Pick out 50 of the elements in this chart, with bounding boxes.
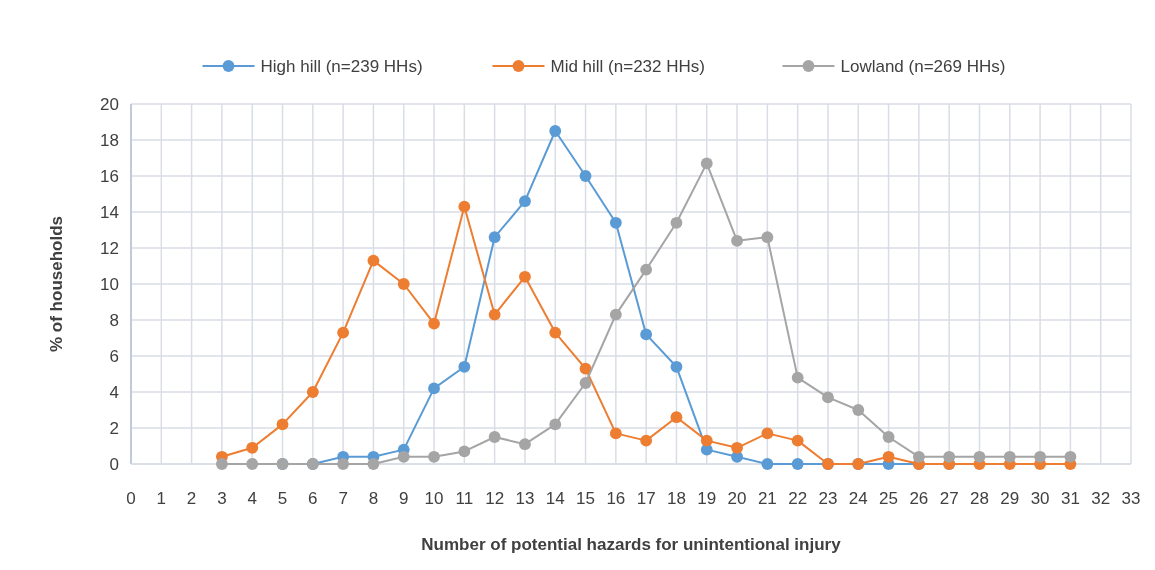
x-tick-label: 6 bbox=[308, 489, 318, 508]
y-tick-label: 2 bbox=[109, 418, 119, 438]
x-tick-label: 22 bbox=[788, 489, 808, 508]
x-tick-label: 30 bbox=[1030, 489, 1050, 508]
x-tick-label: 25 bbox=[879, 489, 899, 508]
y-tick-label: 20 bbox=[100, 94, 119, 114]
y-tick-label: 6 bbox=[109, 346, 119, 366]
x-axis-title: Number of potential hazards for unintentional injury bbox=[421, 535, 842, 554]
x-tick-label: 24 bbox=[848, 489, 868, 508]
x-tick-label: 13 bbox=[515, 489, 535, 508]
x-tick-label: 18 bbox=[666, 489, 686, 508]
x-tick-label: 28 bbox=[970, 489, 989, 508]
y-tick-label: 12 bbox=[100, 238, 119, 258]
x-tick-label: 2 bbox=[186, 489, 197, 508]
x-tick-label: 1 bbox=[156, 489, 167, 508]
x-tick-label: 14 bbox=[545, 489, 565, 508]
x-tick-label: 10 bbox=[424, 489, 444, 508]
x-tick-label: 7 bbox=[338, 489, 348, 508]
x-tick-label: 12 bbox=[485, 489, 505, 508]
y-tick-label: 16 bbox=[100, 166, 119, 186]
x-tick-label: 3 bbox=[217, 489, 227, 508]
x-tick-label: 31 bbox=[1060, 489, 1080, 508]
x-tick-label: 11 bbox=[455, 489, 474, 508]
x-tick-label: 16 bbox=[606, 489, 626, 508]
x-tick-label: 9 bbox=[398, 489, 409, 508]
x-tick-label: 4 bbox=[247, 489, 257, 508]
x-tick-label: 0 bbox=[126, 489, 136, 508]
x-tick-label: 17 bbox=[636, 489, 656, 508]
y-axis-title: % of households bbox=[47, 216, 66, 352]
legend-label: Mid hill (n=232 HHs) bbox=[550, 56, 705, 76]
x-tick-label: 33 bbox=[1121, 489, 1141, 508]
legend-label: Lowland (n=269 HHs) bbox=[840, 56, 1006, 76]
x-tick-label: 5 bbox=[277, 489, 288, 508]
x-tick-label: 29 bbox=[1000, 489, 1020, 508]
y-tick-label: 8 bbox=[109, 310, 119, 330]
y-tick-label: 0 bbox=[109, 454, 119, 474]
y-tick-label: 18 bbox=[100, 130, 119, 150]
x-tick-label: 32 bbox=[1091, 489, 1111, 508]
x-tick-label: 8 bbox=[368, 489, 379, 508]
y-tick-label: 14 bbox=[100, 202, 119, 222]
x-tick-label: 23 bbox=[818, 489, 838, 508]
x-tick-label: 26 bbox=[909, 489, 929, 508]
legend-label: High hill (n=239 HHs) bbox=[260, 56, 423, 76]
y-tick-label: 10 bbox=[100, 274, 119, 294]
x-tick-label: 15 bbox=[576, 489, 596, 508]
x-tick-label: 19 bbox=[697, 489, 717, 508]
x-tick-label: 21 bbox=[757, 489, 777, 508]
x-tick-label: 20 bbox=[727, 489, 747, 508]
y-tick-label: 4 bbox=[109, 382, 119, 402]
x-tick-label: 27 bbox=[939, 489, 959, 508]
